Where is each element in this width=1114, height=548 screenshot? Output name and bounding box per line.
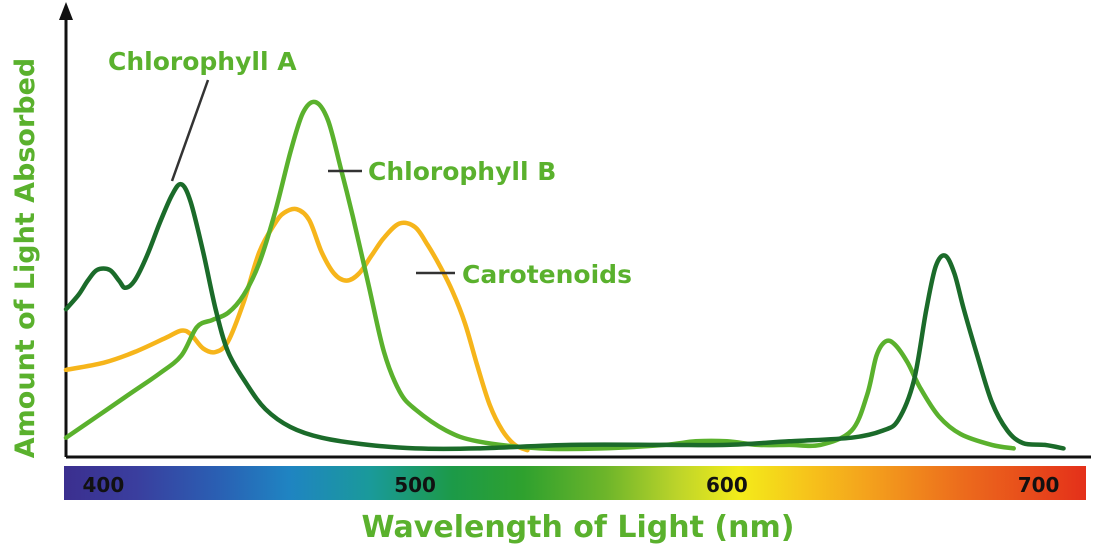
x-tick-label: 500 [394, 473, 436, 497]
chlorophyll-b-label: Chlorophyll B [368, 157, 556, 186]
chlorophyll-a-label: Chlorophyll A [108, 47, 297, 76]
chlorophyll-a-curve [63, 181, 1066, 452]
carotenoids-curve [63, 206, 530, 453]
chlorophyll-b-curve [63, 99, 1016, 452]
curves-group [63, 99, 1066, 453]
annotation-leaders [170, 79, 455, 275]
x-tick-label: 600 [706, 473, 748, 497]
x-tick-label: 700 [1018, 473, 1060, 497]
x-tick-label: 400 [83, 473, 125, 497]
carotenoids-label: Carotenoids [462, 260, 632, 289]
y-axis-arrow [59, 2, 73, 20]
x-axis-title: Wavelength of Light (nm) [362, 510, 795, 545]
chlorophyll-a-leader [170, 79, 210, 182]
x-tick-labels: 400 500 600 700 [83, 473, 1060, 497]
spectrum-bar [64, 466, 1086, 500]
y-axis-title: Amount of Light Absorbed [10, 58, 41, 458]
